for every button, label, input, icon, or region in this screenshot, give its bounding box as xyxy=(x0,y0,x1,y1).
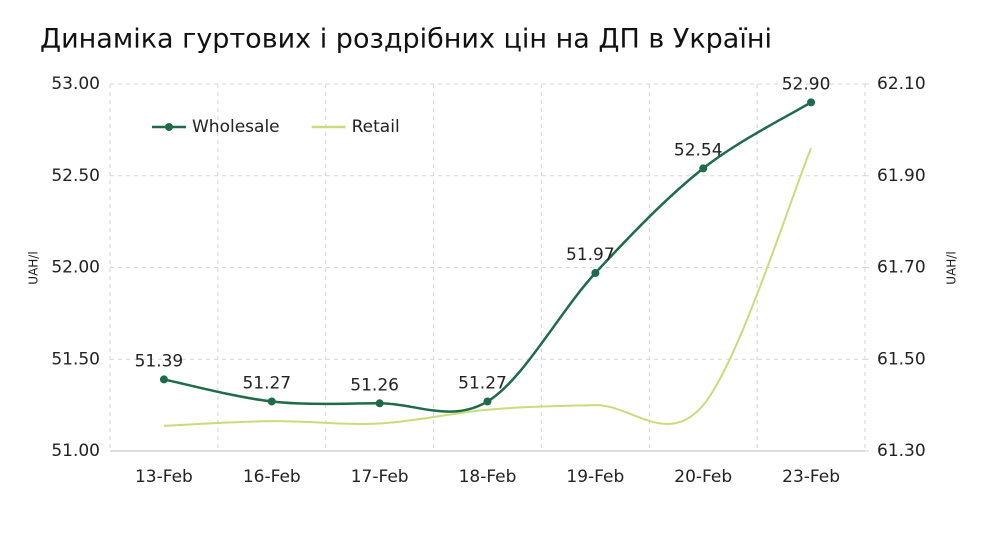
y2-tick-label: 61.50 xyxy=(877,349,926,369)
x-tick-label: 19-Feb xyxy=(566,467,624,487)
y2-axis-label: UAH/l xyxy=(945,251,959,284)
y2-tick-label: 62.10 xyxy=(877,74,926,94)
point xyxy=(591,269,600,278)
point xyxy=(807,98,816,107)
data-label: 51.27 xyxy=(458,373,507,393)
x-tick-label: 18-Feb xyxy=(459,467,517,487)
y-tick-label: 52.00 xyxy=(51,258,100,278)
x-tick-label: 23-Feb xyxy=(782,467,840,487)
y2-tick-label: 61.70 xyxy=(877,258,926,278)
legend-marker xyxy=(165,123,173,131)
y2-tick-label: 61.90 xyxy=(877,166,926,186)
y-tick-label: 53.00 xyxy=(51,74,100,94)
point xyxy=(375,399,384,408)
data-label: 51.27 xyxy=(242,373,291,393)
point xyxy=(699,164,708,173)
x-tick-label: 17-Feb xyxy=(351,467,409,487)
x-tick-label: 16-Feb xyxy=(243,467,301,487)
legend-label: Wholesale xyxy=(192,117,280,137)
data-label: 51.39 xyxy=(135,351,184,371)
data-label: 51.26 xyxy=(350,375,399,395)
data-label: 52.54 xyxy=(674,140,723,160)
point xyxy=(483,397,492,406)
data-label: 52.90 xyxy=(782,74,831,94)
chart-title: Динаміка гуртових і роздрібних цін на ДП… xyxy=(40,24,772,55)
data-label: 51.97 xyxy=(566,245,615,265)
y-tick-label: 51.00 xyxy=(51,441,100,461)
y-tick-label: 51.50 xyxy=(51,349,100,369)
legend-label: Retail xyxy=(352,117,400,137)
series-line xyxy=(163,147,812,427)
point xyxy=(159,375,168,384)
y-axis-label: UAH/l xyxy=(27,251,41,284)
x-tick-label: 13-Feb xyxy=(135,467,193,487)
point xyxy=(267,397,276,406)
x-tick-label: 20-Feb xyxy=(674,467,732,487)
y-tick-label: 52.50 xyxy=(51,166,100,186)
y2-tick-label: 61.30 xyxy=(877,441,926,461)
